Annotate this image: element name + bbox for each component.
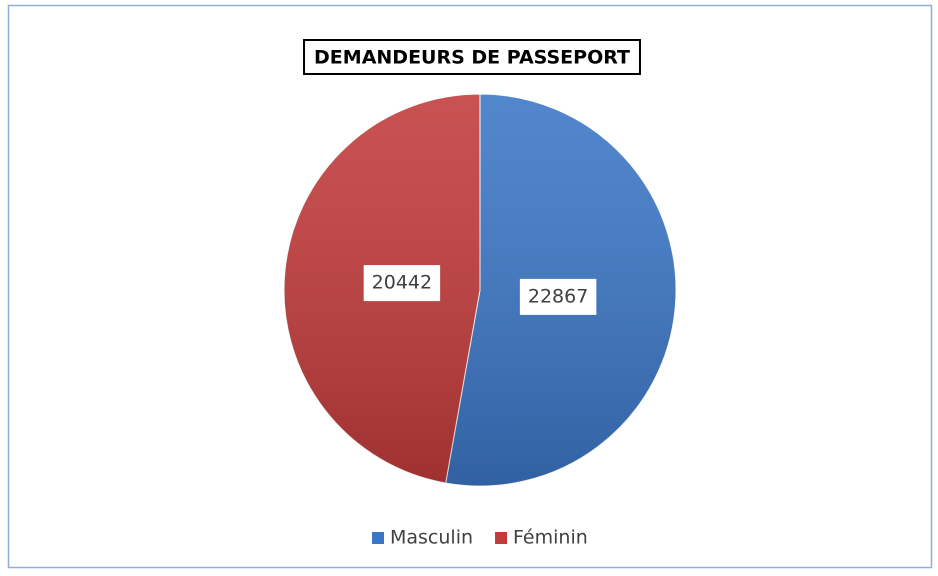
chart-title: DEMANDEURS DE PASSEPORT xyxy=(314,47,630,69)
data-label-box xyxy=(519,278,597,315)
legend-swatch xyxy=(495,532,508,544)
data-label: 22867 xyxy=(528,285,588,307)
data-label: 20442 xyxy=(372,272,432,294)
legend-label: Masculin xyxy=(390,527,473,549)
legend-swatch xyxy=(372,532,384,544)
data-label-box xyxy=(363,265,441,302)
data-label-group: 20442 xyxy=(363,265,441,302)
data-label-group: 22867 xyxy=(519,278,597,315)
legend-label: Féminin xyxy=(513,527,588,549)
title-box xyxy=(303,39,641,75)
title-group: DEMANDEURS DE PASSEPORT xyxy=(303,39,641,75)
